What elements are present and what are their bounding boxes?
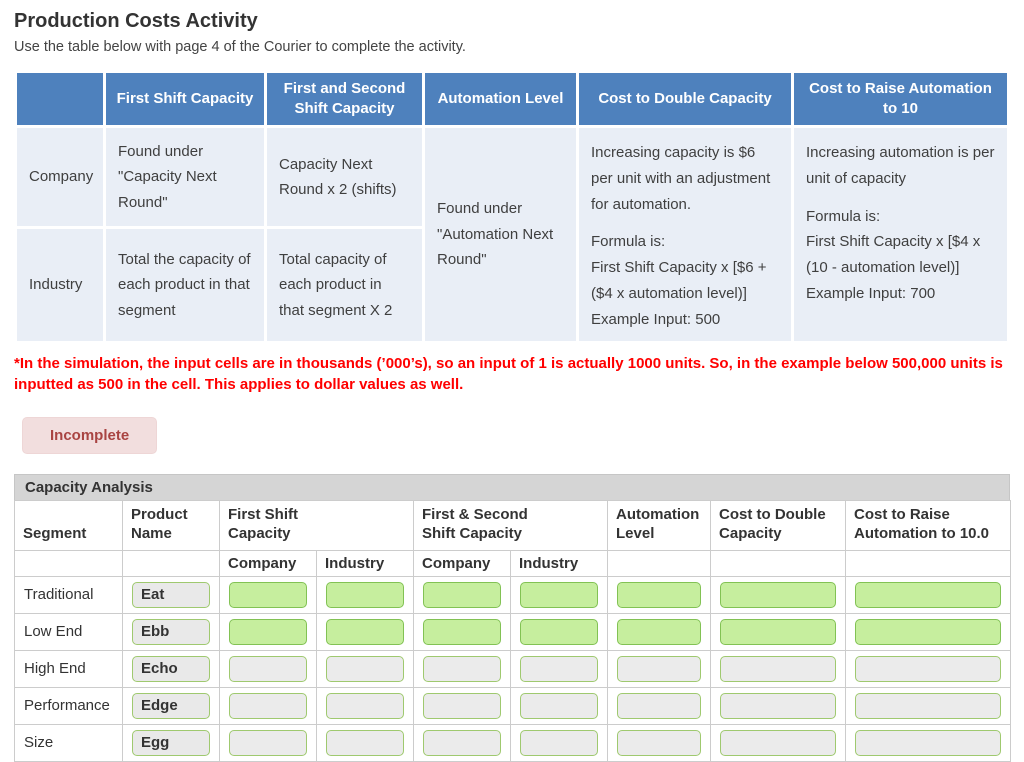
second-shift-industry-input[interactable] [520, 618, 599, 645]
first-shift-industry-input[interactable] [326, 692, 404, 719]
ref-header-cost-double: Cost to Double Capacity [579, 73, 791, 125]
thousands-note: *In the simulation, the input cells are … [14, 354, 1003, 394]
segment-label: Size [14, 723, 123, 762]
first-shift-industry-input[interactable] [326, 729, 404, 756]
col-header-cost-raise: Cost to Raise Automation to 10.0 [845, 500, 1012, 551]
ref-industry-both-shifts: Total capacity of each product in that s… [267, 229, 422, 341]
cost-raise-input[interactable] [855, 729, 1002, 756]
subheader-fs-industry: Industry [316, 549, 414, 577]
cost-double-input[interactable] [720, 618, 837, 645]
col-header-product-name: Product Name [122, 500, 220, 551]
second-shift-industry-input[interactable] [520, 655, 599, 682]
ref-header-automation: Automation Level [425, 73, 576, 125]
second-shift-company-input[interactable] [423, 729, 501, 756]
status-badge: Incomplete [22, 417, 158, 455]
cost-double-input[interactable] [720, 581, 837, 608]
second-shift-industry-input[interactable] [520, 729, 599, 756]
ref-header-first-shift: First Shift Capacity [106, 73, 264, 125]
cost-raise-input[interactable] [855, 618, 1002, 645]
ref-company-label: Company [17, 128, 103, 227]
col-header-segment: Segment [14, 500, 123, 551]
subheader-blank [845, 549, 1012, 577]
col-header-both-shifts: First & Second Shift Capacity [412, 500, 609, 551]
cost-double-intro: Increasing capacity is $6 per unit with … [591, 144, 771, 213]
first-shift-industry-input[interactable] [326, 581, 404, 608]
ref-industry-first-shift: Total the capacity of each product in th… [106, 229, 264, 341]
segment-label: Performance [14, 686, 123, 725]
cost-raise-formula: Formula is: First Shift Capacity x [$4 x… [806, 207, 981, 302]
automation-level-input[interactable] [617, 581, 702, 608]
subheader-blank [710, 549, 847, 577]
second-shift-company-input[interactable] [423, 618, 501, 645]
ref-cost-double-cell: Increasing capacity is $6 per unit with … [579, 128, 791, 341]
first-shift-industry-input[interactable] [326, 618, 404, 645]
subheader-fss-company: Company [413, 549, 511, 577]
section-title: Capacity Analysis [14, 474, 1010, 501]
segment-label: Low End [14, 612, 123, 651]
capacity-row-low-end: Low End [14, 612, 1012, 651]
product-name-input[interactable] [132, 729, 210, 756]
first-shift-company-input[interactable] [229, 618, 307, 645]
first-shift-company-input[interactable] [229, 692, 307, 719]
automation-level-input[interactable] [617, 729, 702, 756]
ref-header-both-shifts: First and Second Shift Capacity [267, 73, 422, 125]
second-shift-industry-input[interactable] [520, 692, 599, 719]
cost-double-input[interactable] [720, 655, 837, 682]
reference-header-row: First Shift Capacity First and Second Sh… [17, 73, 1007, 125]
col-header-cost-double: Cost to Double Capacity [710, 500, 847, 551]
first-shift-company-input[interactable] [229, 655, 307, 682]
product-name-input[interactable] [132, 655, 210, 682]
subheader-fs-company: Company [219, 549, 317, 577]
subheader-blank [122, 549, 220, 577]
first-shift-company-input[interactable] [229, 581, 307, 608]
capacity-row-high-end: High End [14, 649, 1012, 688]
subheader-blank [607, 549, 712, 577]
capacity-row-size: Size [14, 723, 1012, 762]
product-name-input[interactable] [132, 692, 210, 719]
capacity-header-row: Segment Product Name First Shift Capacit… [14, 500, 1012, 551]
col-header-first-shift: First Shift Capacity [219, 500, 414, 551]
ref-automation-level: Found under "Automation Next Round" [425, 128, 576, 341]
product-name-input[interactable] [132, 618, 210, 645]
automation-level-input[interactable] [617, 655, 702, 682]
cost-raise-input[interactable] [855, 581, 1002, 608]
automation-level-input[interactable] [617, 618, 702, 645]
cost-raise-input[interactable] [855, 692, 1002, 719]
col-header-automation: Automation Level [607, 500, 712, 551]
segment-label: Traditional [14, 575, 123, 614]
page-subtitle: Use the table below with page 4 of the C… [14, 39, 466, 55]
cost-double-input[interactable] [720, 692, 837, 719]
ref-header-blank [17, 73, 103, 125]
ref-cost-raise-cell: Increasing automation is per unit of cap… [794, 128, 1007, 341]
first-shift-industry-input[interactable] [326, 655, 404, 682]
ref-industry-label: Industry [17, 229, 103, 341]
capacity-analysis-section: Capacity Analysis Segment Product Name F… [14, 474, 1012, 762]
cost-raise-input[interactable] [855, 655, 1002, 682]
capacity-analysis-table: Segment Product Name First Shift Capacit… [14, 500, 1012, 762]
ref-company-both-shifts: Capacity Next Round x 2 (shifts) [267, 128, 422, 227]
page-title: Production Costs Activity [14, 10, 258, 32]
cost-double-formula: Formula is: First Shift Capacity x [$6 +… [591, 233, 767, 328]
cost-raise-intro: Increasing automation is per unit of cap… [806, 144, 995, 187]
second-shift-industry-input[interactable] [520, 581, 599, 608]
automation-level-input[interactable] [617, 692, 702, 719]
reference-row-company: Company Found under "Capacity Next Round… [17, 128, 1007, 341]
capacity-subheader-row: Company Industry Company Industry [14, 549, 1012, 577]
subheader-blank [14, 549, 123, 577]
reference-row-industry: Industry Total the capacity of each prod… [17, 229, 1007, 341]
segment-label: High End [14, 649, 123, 688]
first-shift-company-input[interactable] [229, 729, 307, 756]
ref-header-cost-raise: Cost to Raise Automation to 10 [794, 73, 1007, 125]
subheader-fss-industry: Industry [509, 549, 609, 577]
second-shift-company-input[interactable] [423, 692, 501, 719]
ref-company-first-shift: Found under "Capacity Next Round" [106, 128, 264, 227]
product-name-input[interactable] [132, 581, 210, 608]
second-shift-company-input[interactable] [423, 581, 501, 608]
cost-double-input[interactable] [720, 729, 837, 756]
second-shift-company-input[interactable] [423, 655, 501, 682]
capacity-row-traditional: Traditional [14, 575, 1012, 614]
reference-table: First Shift Capacity First and Second Sh… [14, 70, 1010, 344]
capacity-row-performance: Performance [14, 686, 1012, 725]
